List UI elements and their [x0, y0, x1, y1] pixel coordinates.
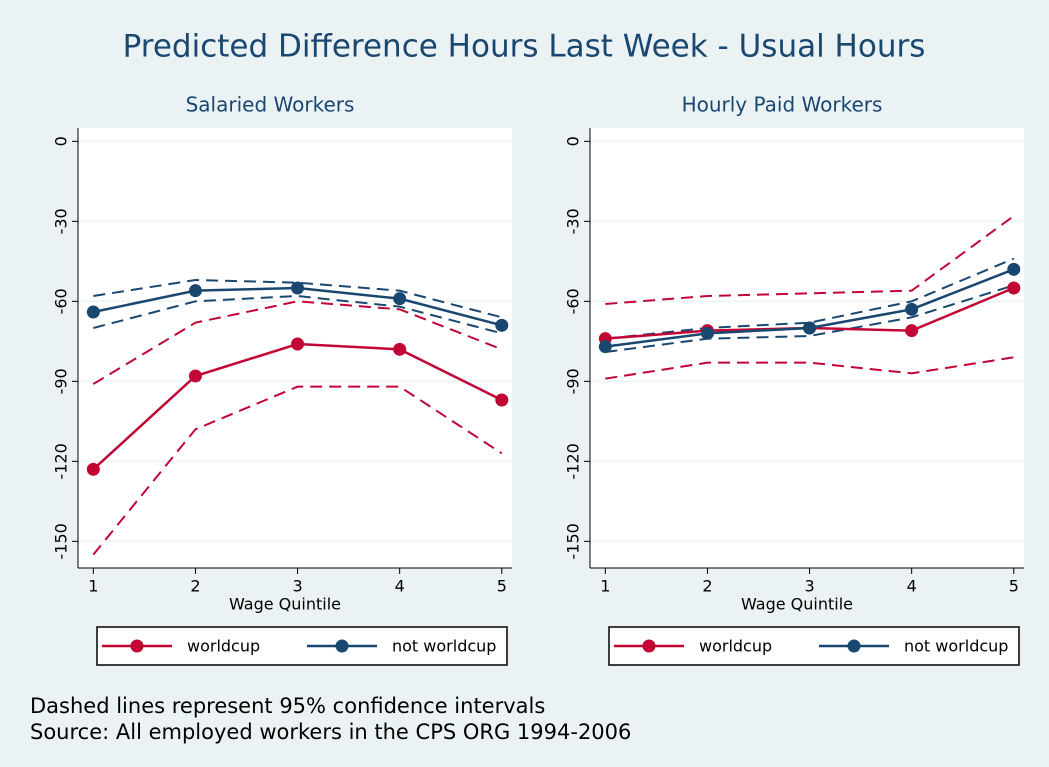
ci-line [92, 300, 503, 385]
point [393, 292, 407, 306]
ci-line [605, 215, 1015, 305]
legend-marker [130, 639, 144, 653]
ci-line [605, 257, 1015, 340]
y-tick-label: -60 [564, 288, 583, 314]
legend-label: worldcup [699, 637, 772, 656]
ci-line [605, 284, 1015, 353]
point [905, 302, 919, 316]
ci-line [93, 278, 503, 319]
y-tick-label: 0 [564, 136, 583, 146]
legend-marker [335, 639, 349, 653]
point [700, 326, 714, 340]
point [86, 305, 100, 319]
y-tick-label: -120 [52, 443, 71, 479]
x-tick-label: 2 [702, 577, 712, 596]
legend-label: not worldcup [392, 637, 496, 656]
point [495, 393, 509, 407]
point [1007, 262, 1021, 276]
y-tick-label: -90 [52, 368, 71, 394]
legend-marker [642, 639, 656, 653]
ci-line [93, 294, 503, 335]
y-tick-label: -120 [564, 443, 583, 479]
point [803, 321, 817, 335]
x-axis-label: Wage Quintile [741, 595, 853, 614]
point [393, 342, 407, 356]
point [1007, 281, 1021, 295]
legend-marker [847, 639, 861, 653]
y-tick-label: 0 [52, 136, 71, 146]
point [188, 369, 202, 383]
x-tick-label: 3 [804, 577, 814, 596]
x-tick-label: 2 [190, 577, 200, 596]
point [495, 318, 509, 332]
x-tick-label: 1 [88, 577, 98, 596]
x-tick-label: 5 [1009, 577, 1019, 596]
chart-title: Predicted Difference Hours Last Week - U… [123, 29, 926, 65]
y-tick-label: -30 [564, 208, 583, 234]
x-tick-label: 4 [395, 577, 405, 596]
panel-title: Salaried Workers [186, 93, 355, 117]
x-tick-label: 1 [600, 577, 610, 596]
x-tick-label: 5 [497, 577, 507, 596]
x-axis-label: Wage Quintile [229, 595, 341, 614]
ci-line [92, 385, 503, 556]
y-tick-label: -150 [564, 523, 583, 559]
x-tick-label: 4 [907, 577, 917, 596]
point [905, 324, 919, 338]
point [291, 337, 305, 351]
note: Dashed lines represent 95% confidence in… [30, 694, 545, 718]
x-tick-label: 3 [292, 577, 302, 596]
y-tick-label: -90 [564, 368, 583, 394]
note: Source: All employed workers in the CPS … [30, 720, 631, 744]
legend-label: not worldcup [904, 637, 1008, 656]
point [598, 340, 612, 354]
point [291, 281, 305, 295]
ci-line [605, 356, 1014, 380]
plot-area [590, 128, 1024, 568]
y-tick-label: -60 [52, 288, 71, 314]
panel-title: Hourly Paid Workers [682, 93, 883, 117]
legend-label: worldcup [187, 637, 260, 656]
y-tick-label: -30 [52, 208, 71, 234]
point [188, 284, 202, 298]
point [86, 462, 100, 476]
y-tick-label: -150 [52, 523, 71, 559]
